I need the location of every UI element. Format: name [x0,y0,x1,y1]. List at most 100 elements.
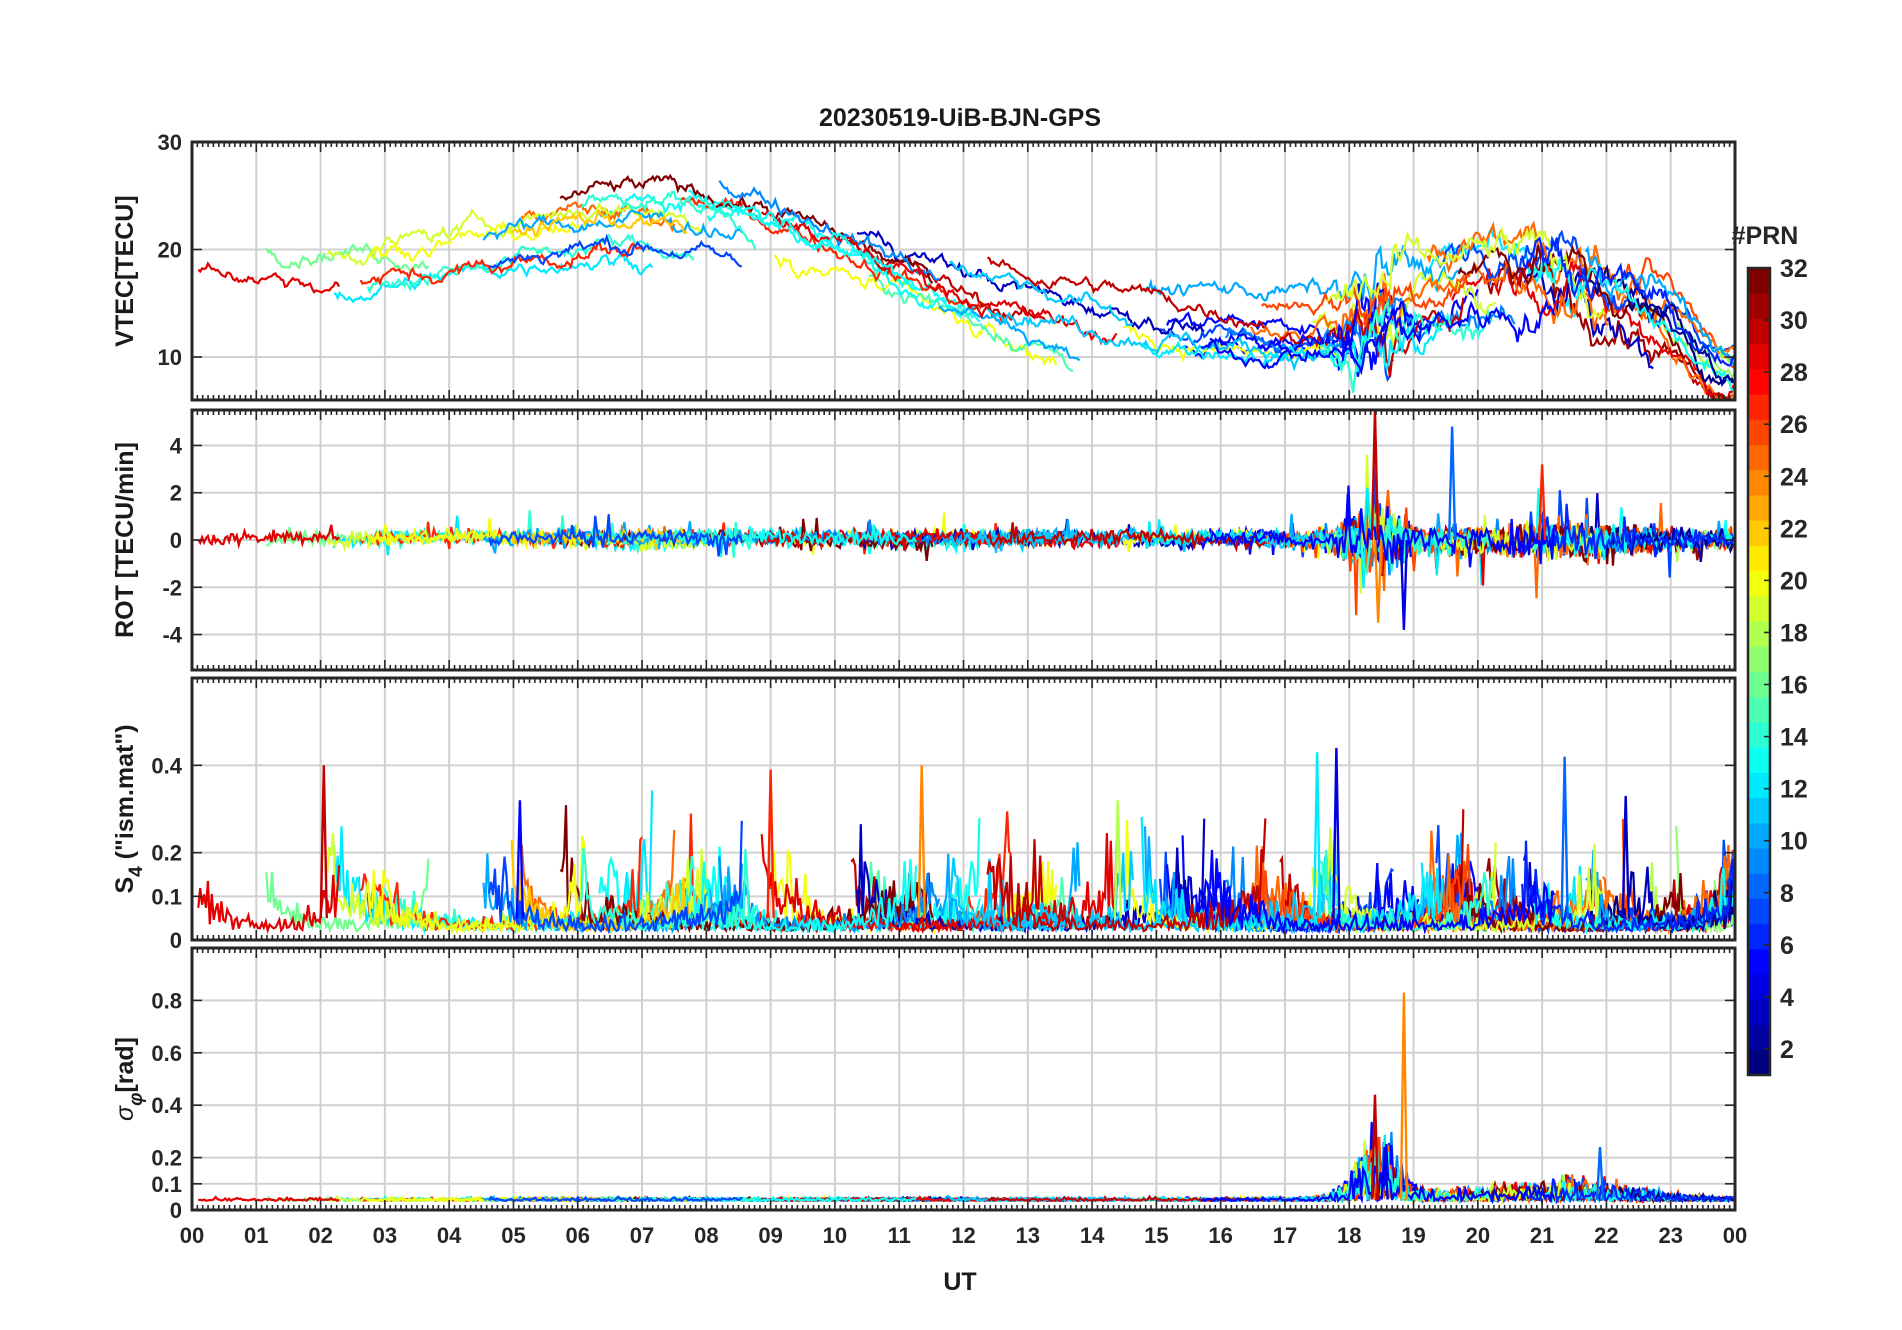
y-tick-label: 0.1 [151,884,182,909]
x-tick-label: 00 [180,1223,204,1248]
colorbar-segment [1748,268,1770,294]
y-tick-label: 30 [158,130,182,155]
colorbar-segment [1748,797,1770,824]
series-line-prn-12 [1140,320,1444,373]
y-tick-label: 10 [158,345,182,370]
series-line-prn-14 [581,1196,756,1203]
series-line-prn-29 [760,210,1118,346]
colorbar-segment [1748,822,1770,849]
series-line-prn-7 [488,820,743,935]
colorbar-segment [1748,1024,1770,1051]
series-spike [1537,464,1547,541]
x-tick-label: 22 [1594,1223,1618,1248]
colorbar-tick-label: 22 [1780,515,1808,543]
x-tick-label: 17 [1273,1223,1297,1248]
series-line-prn-31 [1486,257,1735,400]
colorbar-segment [1748,898,1770,925]
colorbar-tick-label: 24 [1780,463,1808,491]
series-spike [1399,539,1409,630]
x-tick-label: 02 [308,1223,332,1248]
y-tick-label: 0.1 [151,1172,182,1197]
y-axis-label-vtec: VTEC[TECU] [111,195,139,346]
series-group [197,747,1735,936]
series-line-prn-10 [1584,245,1735,366]
series-spike [1447,426,1457,541]
colorbar-segment [1748,721,1770,748]
x-tick-label: 06 [566,1223,590,1248]
series-spike [515,800,525,919]
panel-rot: -4 -2 0 2 4 ROT [TECU/min] [111,408,1737,672]
series-spike [1380,1147,1389,1200]
series-line-prn-7 [488,233,743,269]
series-line-prn-22 [510,840,689,934]
panel-sigphi: 00.10.2 0.4 0.6 0.8σφ[rad] [111,946,1737,1223]
series-line-prn-7 [488,514,743,557]
series-line-prn-13 [687,859,918,935]
series-line-prn-29 [198,1195,340,1203]
series-line-prn-6 [1521,1178,1735,1205]
y-tick-label: 0 [170,528,182,553]
colorbar-segment [1748,696,1770,723]
series-line-prn-5 [1200,858,1556,935]
colorbar-frame [1746,266,1772,1077]
colorbar-tick-label: 16 [1780,672,1808,700]
series-line-prn-14 [580,190,757,250]
colorbar-segment [1748,621,1770,647]
y-tick-label: 2 [170,481,182,506]
series-line-prn-9 [718,180,940,281]
y-tick-label: 20 [158,238,182,263]
series-spike [1595,1147,1605,1200]
series-line-prn-25 [1250,259,1609,343]
series-line-prn-25 [1602,294,1735,400]
series-line-prn-6 [1521,503,1735,560]
series-line-prn-14 [366,233,695,295]
series-line-prn-2 [1628,526,1735,563]
series-line-prn-32 [559,173,934,284]
colorbar-tick-label: 6 [1780,932,1794,960]
series-line-prn-19 [326,201,708,266]
colorbar-tick-label: 4 [1780,984,1794,1012]
x-axis-label: UT [943,1268,976,1296]
colorbar-segment [1748,368,1770,395]
series-line-prn-5 [1181,485,1479,569]
colorbar-segment [1748,419,1770,446]
series-line-prn-5 [1200,493,1556,566]
colorbar-segment [1748,772,1770,799]
colorbar-segment [1748,343,1770,370]
y-tick-label: 0.2 [151,841,182,866]
colorbar-tick-label: 26 [1780,411,1808,439]
x-tick-label: 01 [244,1223,268,1248]
x-tick-label: 12 [951,1223,975,1248]
colorbar-segment [1748,595,1770,622]
colorbar-segment [1748,570,1770,597]
colorbar-segment [1748,469,1770,496]
x-tick-label: 10 [823,1223,847,1248]
colorbar-segment [1748,646,1770,672]
panel-vtec: 10 20 30 VTEC[TECU] [111,130,1737,402]
x-tick-label: 13 [1016,1223,1040,1248]
y-axis-label-rot: ROT [TECU/min] [111,442,139,638]
series-line-prn-29 [197,865,341,935]
series-line-prn-22 [510,209,688,237]
colorbar-segment [1748,848,1770,874]
colorbar-label: #PRN [1732,222,1799,250]
series-line-prn-7 [1159,313,1395,382]
series-line-prn-29 [1451,260,1735,400]
series-line-prn-10 [1144,244,1463,302]
series-line-prn-20 [367,219,587,263]
x-tick-label: 07 [630,1223,654,1248]
colorbar-segment [1748,999,1770,1026]
colorbar-segment [1748,444,1770,471]
colorbar-tick-label: 32 [1780,255,1808,283]
series-line-prn-10 [938,304,1081,362]
x-tick-label: 00 [1723,1223,1747,1248]
series-spike [1560,756,1569,919]
series-spike [319,765,328,919]
series-line-prn-29 [197,261,341,294]
x-tick-labels: 00 01 02 03 04 05 06 07 08 09 10 11 12 13 14 15 16 17 18 19… [180,1223,1747,1248]
colorbar-tick-label: 30 [1780,307,1808,335]
colorbar-segment [1748,545,1770,572]
colorbar-segment [1748,974,1770,1000]
